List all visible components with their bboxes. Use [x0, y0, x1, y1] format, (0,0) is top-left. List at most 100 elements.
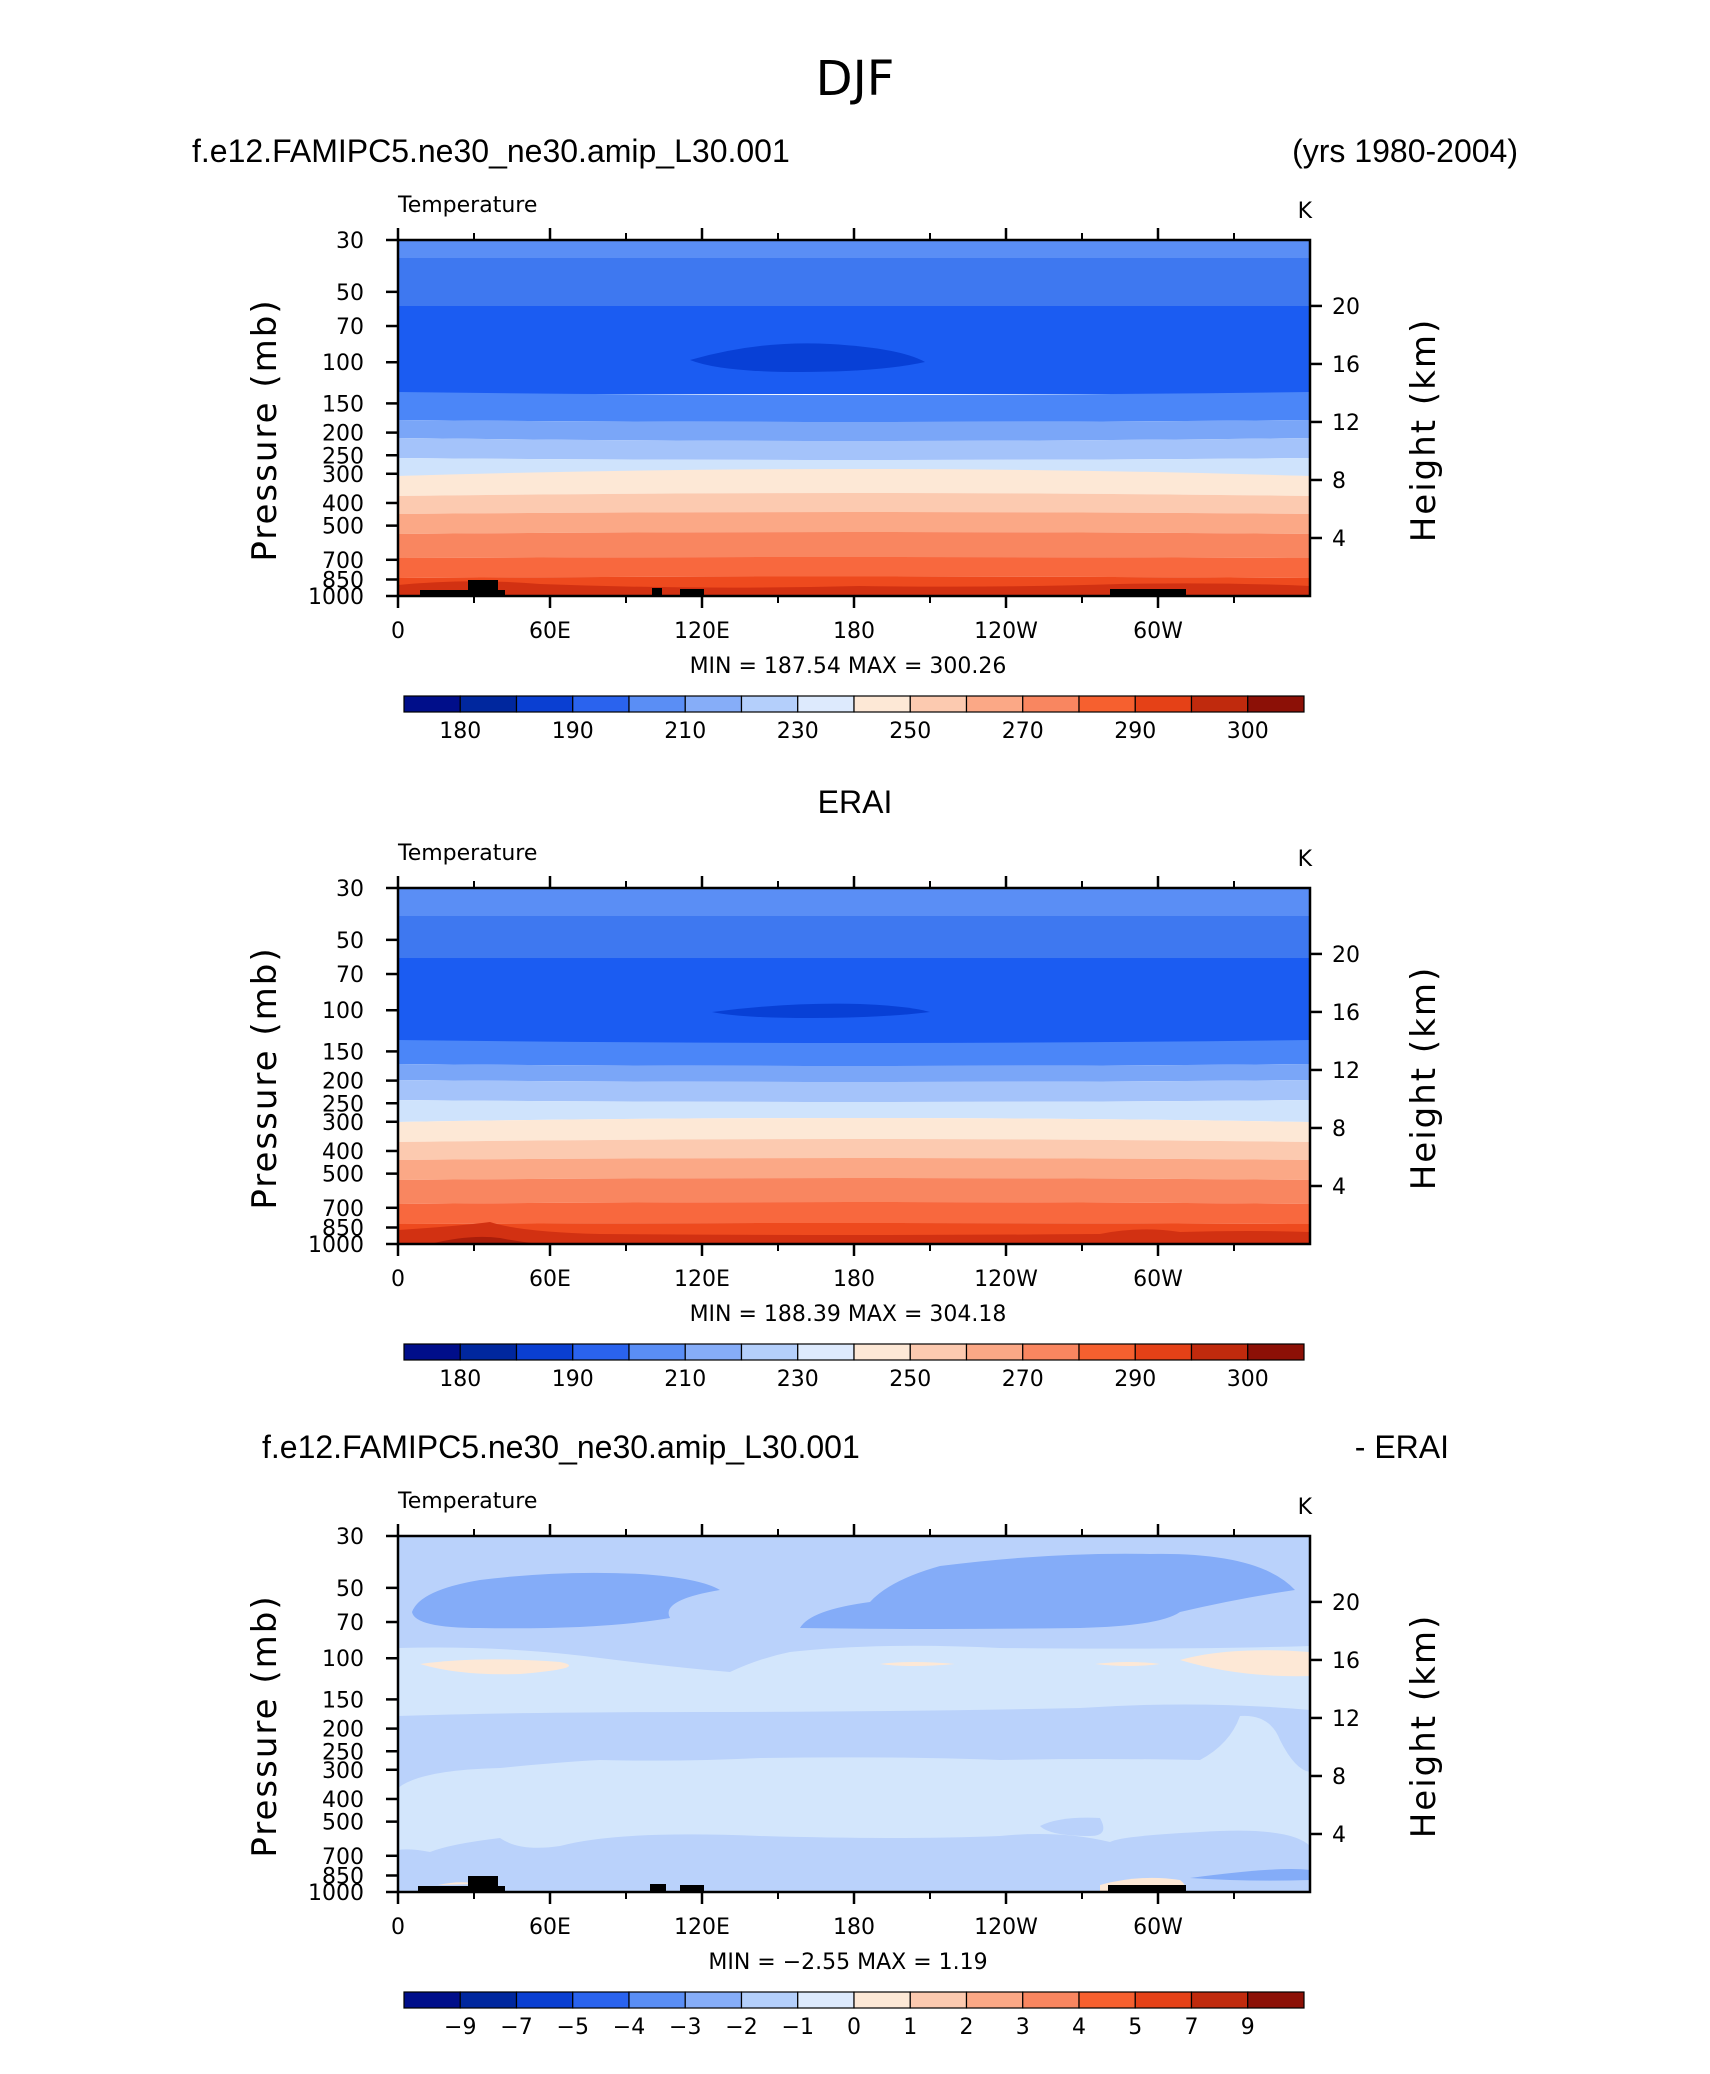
panel-obs-contours — [398, 888, 1310, 1244]
colorbar-swatch — [628, 1343, 686, 1361]
contour-band — [430, 1236, 540, 1244]
colorbar-label: 0 — [847, 2015, 861, 2040]
colorbar-swatch — [1022, 1991, 1080, 2009]
panel-obs-center-header: ERAI — [818, 784, 893, 820]
contour-band — [880, 1662, 955, 1666]
y-tick-label: 1000 — [308, 1233, 364, 1258]
colorbar-label: 3 — [1016, 2015, 1030, 2040]
colorbar-swatch — [1247, 1991, 1305, 2009]
colorbar-label: 300 — [1227, 1367, 1269, 1392]
colorbar-swatch — [684, 695, 743, 713]
colorbar-swatch — [965, 1343, 1024, 1361]
panel-obs: ERAI Temperature K 0 60E 120E 180 120W 60W 30 5… — [245, 784, 1444, 1392]
contour-band — [412, 1572, 720, 1629]
colorbar-swatch — [515, 1343, 574, 1361]
y-tick-label: 850 — [322, 1217, 364, 1242]
terrain — [1108, 1885, 1186, 1892]
x-tick-label: 60W — [1133, 619, 1183, 644]
contour-band — [398, 1645, 1310, 1716]
colorbar-label: 180 — [439, 1367, 481, 1392]
y2-axis-label: Height (km) — [1404, 1614, 1444, 1839]
colorbar-swatch — [1190, 1991, 1249, 2009]
colorbar-label: 250 — [889, 719, 931, 744]
x-tick-label: 120W — [974, 619, 1038, 644]
terrain — [650, 1884, 666, 1892]
y-tick-label: 300 — [322, 1759, 364, 1784]
x-tick-label: 120W — [974, 1267, 1038, 1292]
colorbar-label: 290 — [1114, 1367, 1156, 1392]
contour-band — [398, 532, 1310, 558]
contour-band — [398, 240, 1310, 258]
colorbar-swatch — [1022, 695, 1080, 713]
colorbar-swatch — [572, 1343, 630, 1361]
colorbar-label: 270 — [1002, 1367, 1044, 1392]
y-axis-label: Pressure (mb) — [245, 298, 285, 561]
terrain — [1110, 589, 1186, 596]
contour-band — [1040, 1817, 1104, 1836]
y-tick-label: 150 — [322, 392, 364, 417]
contour-band — [420, 1659, 569, 1675]
contour-band — [398, 888, 1310, 916]
colorbar-swatch — [1078, 1343, 1136, 1361]
y-tick-label: 150 — [322, 1688, 364, 1713]
colorbar-label: 290 — [1114, 719, 1156, 744]
panel-model-contours — [398, 240, 1310, 596]
y2-tick-label: 16 — [1332, 1649, 1360, 1674]
x-tick-label: 60W — [1133, 1267, 1183, 1292]
terrain — [652, 588, 662, 596]
colorbar-label: 210 — [664, 719, 706, 744]
x-tick-label: 120W — [974, 1915, 1038, 1940]
contour-band — [1095, 1662, 1160, 1666]
x-tick-label: 180 — [833, 619, 875, 644]
panel-obs-stats: MIN = 188.39 MAX = 304.18 — [690, 1302, 1007, 1327]
x-tick-label: 120E — [674, 1267, 730, 1292]
contour-band — [398, 916, 1310, 958]
contour-band — [398, 258, 1310, 306]
colorbar-label: 210 — [664, 1367, 706, 1392]
y-tick-label: 1000 — [308, 1881, 364, 1906]
y-tick-label: 70 — [336, 315, 364, 340]
colorbar-label: 2 — [960, 2015, 974, 2040]
colorbar-swatch — [797, 1343, 855, 1361]
colorbar-swatch — [684, 1991, 743, 2009]
contour-band — [398, 1178, 1310, 1204]
x-tick-label: 60E — [529, 619, 571, 644]
colorbar-swatch — [1078, 1991, 1136, 2009]
colorbar-swatch — [1134, 1343, 1193, 1361]
colorbar-swatch — [797, 695, 855, 713]
y2-tick-label: 8 — [1332, 1117, 1346, 1142]
y-tick-label: 700 — [322, 1197, 364, 1222]
panel-difference-right-header: - ERAI — [1355, 1429, 1449, 1465]
y2-tick-label: 20 — [1332, 1591, 1360, 1616]
y2-axis-label: Height (km) — [1404, 966, 1444, 1191]
colorbar-swatch — [909, 1991, 968, 2009]
colorbar-swatch — [740, 695, 799, 713]
colorbar-swatch — [1134, 695, 1193, 713]
panel-difference-contours — [398, 1536, 1310, 1892]
y2-tick-label: 12 — [1332, 1707, 1360, 1732]
y-tick-label: 200 — [322, 1718, 364, 1743]
y2-tick-label: 12 — [1332, 411, 1360, 436]
contour-band — [398, 1222, 1310, 1244]
x-tick-label: 60E — [529, 1915, 571, 1940]
colorbar-label: −2 — [725, 2015, 757, 2040]
x-tick-label: 0 — [391, 1915, 405, 1940]
y2-tick-label: 8 — [1332, 469, 1346, 494]
y-tick-label: 250 — [322, 444, 364, 469]
contour-band — [398, 392, 1310, 422]
y2-axis-label: Height (km) — [1404, 318, 1444, 543]
colorbar-swatch — [965, 1991, 1024, 2009]
colorbar-swatch — [515, 1991, 574, 2009]
panel-model-variable: Temperature — [397, 193, 537, 218]
terrain — [420, 580, 505, 596]
panel-difference-variable: Temperature — [397, 1489, 537, 1514]
colorbar-label: 180 — [439, 719, 481, 744]
colorbar-label: 270 — [1002, 719, 1044, 744]
y-tick-label: 50 — [336, 281, 364, 306]
colorbar-label: −4 — [613, 2015, 645, 2040]
contour-band — [398, 420, 1310, 441]
colorbar-label: −3 — [669, 2015, 701, 2040]
x-tick-label: 60W — [1133, 1915, 1183, 1940]
contour-band — [1180, 1650, 1310, 1677]
